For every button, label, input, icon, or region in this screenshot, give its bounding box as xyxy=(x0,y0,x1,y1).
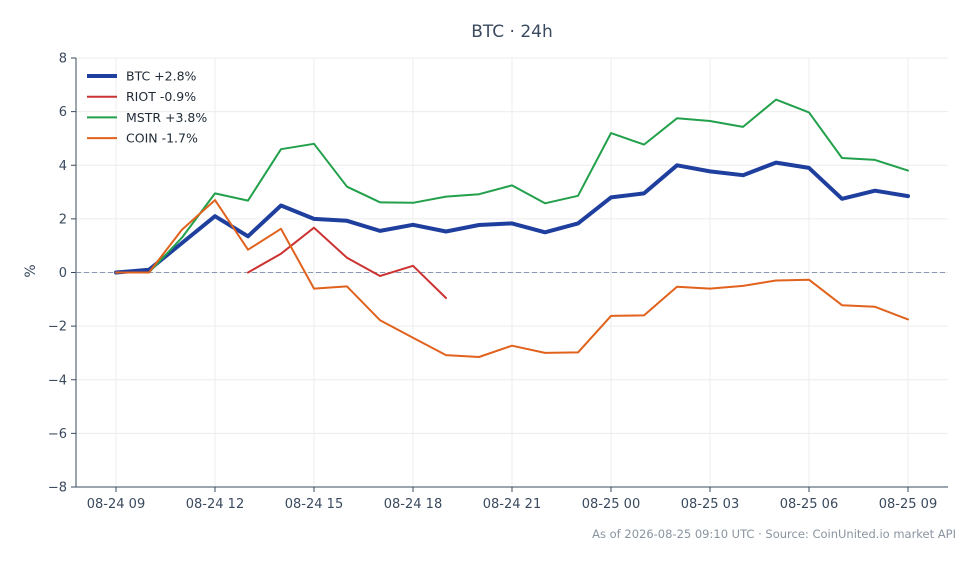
source-footer: As of 2026-08-25 09:10 UTC · Source: Coi… xyxy=(592,527,956,541)
series-lines xyxy=(114,98,910,358)
series-line-coin xyxy=(115,199,909,358)
y-axis-label: % xyxy=(23,264,39,277)
x-tick-label: 08-24 15 xyxy=(285,497,343,512)
x-tick-label: 08-24 12 xyxy=(186,497,244,512)
chart-title: BTC · 24h xyxy=(471,22,553,42)
y-tick-label: −6 xyxy=(48,427,67,442)
x-tick-label: 08-24 21 xyxy=(483,497,541,512)
y-tick-label: 6 xyxy=(59,105,67,120)
series-line-btc xyxy=(114,160,910,275)
legend: BTC +2.8% RIOT -0.9% MSTR +3.8% COIN -1.7% xyxy=(87,69,207,146)
y-tick-label: −4 xyxy=(48,373,67,388)
y-tick-label: 8 xyxy=(59,52,67,67)
x-tick-label: 08-24 18 xyxy=(384,497,442,512)
y-tick-label: 0 xyxy=(59,266,67,281)
legend-label: RIOT -0.9% xyxy=(126,89,196,104)
x-tick-label: 08-25 09 xyxy=(879,497,937,512)
x-tick-label: 08-25 00 xyxy=(582,497,640,512)
series-line-riot xyxy=(247,226,447,299)
x-axis-ticks: 08-24 09 08-24 12 08-24 15 08-24 18 08-24 21… xyxy=(87,487,937,512)
y-tick-label: −8 xyxy=(48,481,67,496)
legend-label: BTC +2.8% xyxy=(126,69,197,84)
x-tick-label: 08-24 09 xyxy=(87,497,145,512)
legend-label: COIN -1.7% xyxy=(126,131,198,146)
x-tick-label: 08-25 06 xyxy=(780,497,838,512)
y-tick-label: −2 xyxy=(48,320,67,335)
y-tick-label: 2 xyxy=(59,212,67,227)
series-line-mstr xyxy=(115,98,909,274)
legend-label: MSTR +3.8% xyxy=(126,110,207,125)
y-axis-ticks: −8 −6 −4 −2 0 2 4 6 8 xyxy=(48,52,76,496)
y-tick-label: 4 xyxy=(59,159,67,174)
x-tick-label: 08-25 03 xyxy=(681,497,739,512)
